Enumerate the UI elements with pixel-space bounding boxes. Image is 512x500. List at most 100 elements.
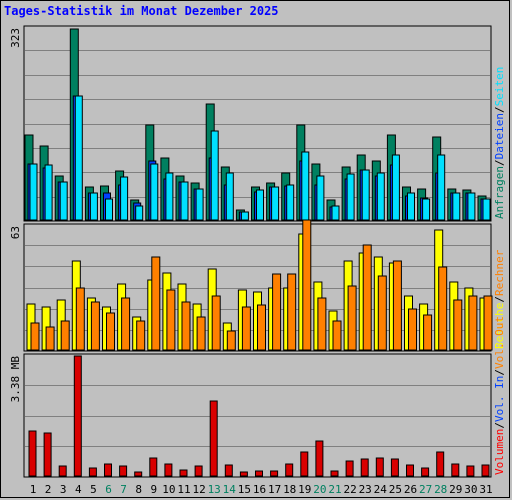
volumen-bar <box>119 465 128 477</box>
rechner-bar <box>483 295 493 351</box>
seiten-bar <box>59 181 68 221</box>
legend-item: Anfragen <box>493 166 506 219</box>
volumen-bar <box>179 469 188 477</box>
chart-title: Tages-Statistik im Monat Dezember 2025 <box>4 4 279 18</box>
x-tick-label: 5 <box>90 483 97 496</box>
volumen-bar <box>58 465 67 477</box>
volumen-bar <box>104 463 112 477</box>
seiten-bar <box>256 189 264 221</box>
seiten-bar <box>165 172 174 221</box>
rechner-bar <box>392 260 402 351</box>
x-tick-label: 7 <box>120 483 127 496</box>
rechner-bar <box>423 314 433 351</box>
seiten-bar <box>346 173 355 221</box>
rechner-bar <box>453 299 463 351</box>
legend-label: Besuche/Rechner <box>493 249 506 349</box>
rechner-bar <box>211 295 221 351</box>
x-tick-label: 18 <box>283 483 296 496</box>
volumen-bar <box>43 432 52 477</box>
volumen-bar <box>270 470 279 477</box>
seiten-bar <box>422 198 431 221</box>
bars <box>24 28 493 477</box>
volumen-bar <box>330 470 339 477</box>
x-tick-label: 19 <box>298 483 311 496</box>
volumen-bar <box>164 463 173 477</box>
rechner-bar <box>377 275 387 351</box>
volumen-bar <box>451 463 460 477</box>
seiten-bar <box>316 175 325 221</box>
seiten-bar <box>361 169 370 221</box>
seiten-bar <box>210 130 219 221</box>
panel-volume-border <box>23 353 492 478</box>
volumen-bar <box>194 465 203 477</box>
rechner-bar <box>302 219 312 351</box>
seiten-bar <box>225 172 234 221</box>
x-tick-label: 3 <box>60 483 67 496</box>
rechner-bar <box>45 326 55 351</box>
x-tick-label: 9 <box>150 483 157 496</box>
volumen-bar <box>209 400 218 477</box>
rechner-bar <box>362 244 372 351</box>
rechner-bar <box>272 273 282 351</box>
seiten-bar <box>135 205 144 221</box>
volumen-bar <box>285 463 294 477</box>
rechner-bar <box>241 306 251 351</box>
seiten-bar <box>391 154 400 221</box>
seiten-bar <box>120 176 129 221</box>
grid-lines <box>25 50 490 447</box>
volumen-bar <box>300 451 309 477</box>
volumen-bar <box>466 465 475 477</box>
x-tick-label: 17 <box>268 483 281 496</box>
seiten-bar <box>271 186 280 221</box>
seiten-bar <box>301 151 310 221</box>
rechner-bar <box>181 301 191 351</box>
seiten-bar <box>195 188 204 221</box>
x-tick-label: 25 <box>389 483 402 496</box>
y-max-label: 3.38 MB <box>9 356 22 403</box>
x-tick-label: 28 <box>434 483 447 496</box>
x-tick-label: 29 <box>449 483 462 496</box>
seiten-bar <box>89 192 98 221</box>
volumen-bar <box>28 430 37 477</box>
y-max-label: 63 <box>9 226 22 239</box>
x-tick-label: 15 <box>238 483 251 496</box>
volumen-bar <box>255 470 263 477</box>
volumen-bar <box>345 460 354 477</box>
legend-label: Volumen/Vol. In/Vol. Out <box>493 316 506 475</box>
legend-item: Vol. Out <box>493 316 506 369</box>
rechner-bar <box>317 297 327 351</box>
volumen-bar <box>406 464 414 477</box>
x-tick-label: 30 <box>464 483 477 496</box>
legend-label: Anfragen/Dateien/Seiten <box>493 67 506 219</box>
x-tick-label: 27 <box>419 483 432 496</box>
seiten-bar <box>105 198 113 221</box>
rechner-bar <box>136 320 146 351</box>
panel-visits-border <box>23 223 492 352</box>
seiten-bar <box>482 198 491 221</box>
volumen-bar <box>421 467 430 477</box>
seiten-bar <box>150 163 159 221</box>
x-tick-label: 23 <box>359 483 372 496</box>
rechner-bar <box>90 301 100 351</box>
seiten-bar <box>240 211 249 221</box>
legend-item: / <box>493 106 506 113</box>
volumen-bar <box>224 464 233 477</box>
rechner-bar <box>287 273 297 351</box>
panel-requests-border <box>23 25 492 222</box>
seiten-bar <box>452 192 461 221</box>
rechner-bar <box>121 297 131 351</box>
volumen-bar <box>375 457 384 477</box>
volumen-bar <box>73 355 82 477</box>
legend-item: Besuche <box>493 303 506 349</box>
y-max-label: 323 <box>9 28 22 48</box>
rechner-bar <box>257 304 266 351</box>
x-tick-label: 4 <box>75 483 82 496</box>
volumen-bar <box>436 451 445 477</box>
volumen-bar <box>239 471 248 477</box>
volumen-bar <box>149 457 158 477</box>
volumen-bar <box>360 458 369 477</box>
x-tick-label: 2 <box>45 483 52 496</box>
x-tick-label: 11 <box>177 483 190 496</box>
seiten-bar <box>74 95 83 221</box>
seiten-bar <box>29 163 38 221</box>
